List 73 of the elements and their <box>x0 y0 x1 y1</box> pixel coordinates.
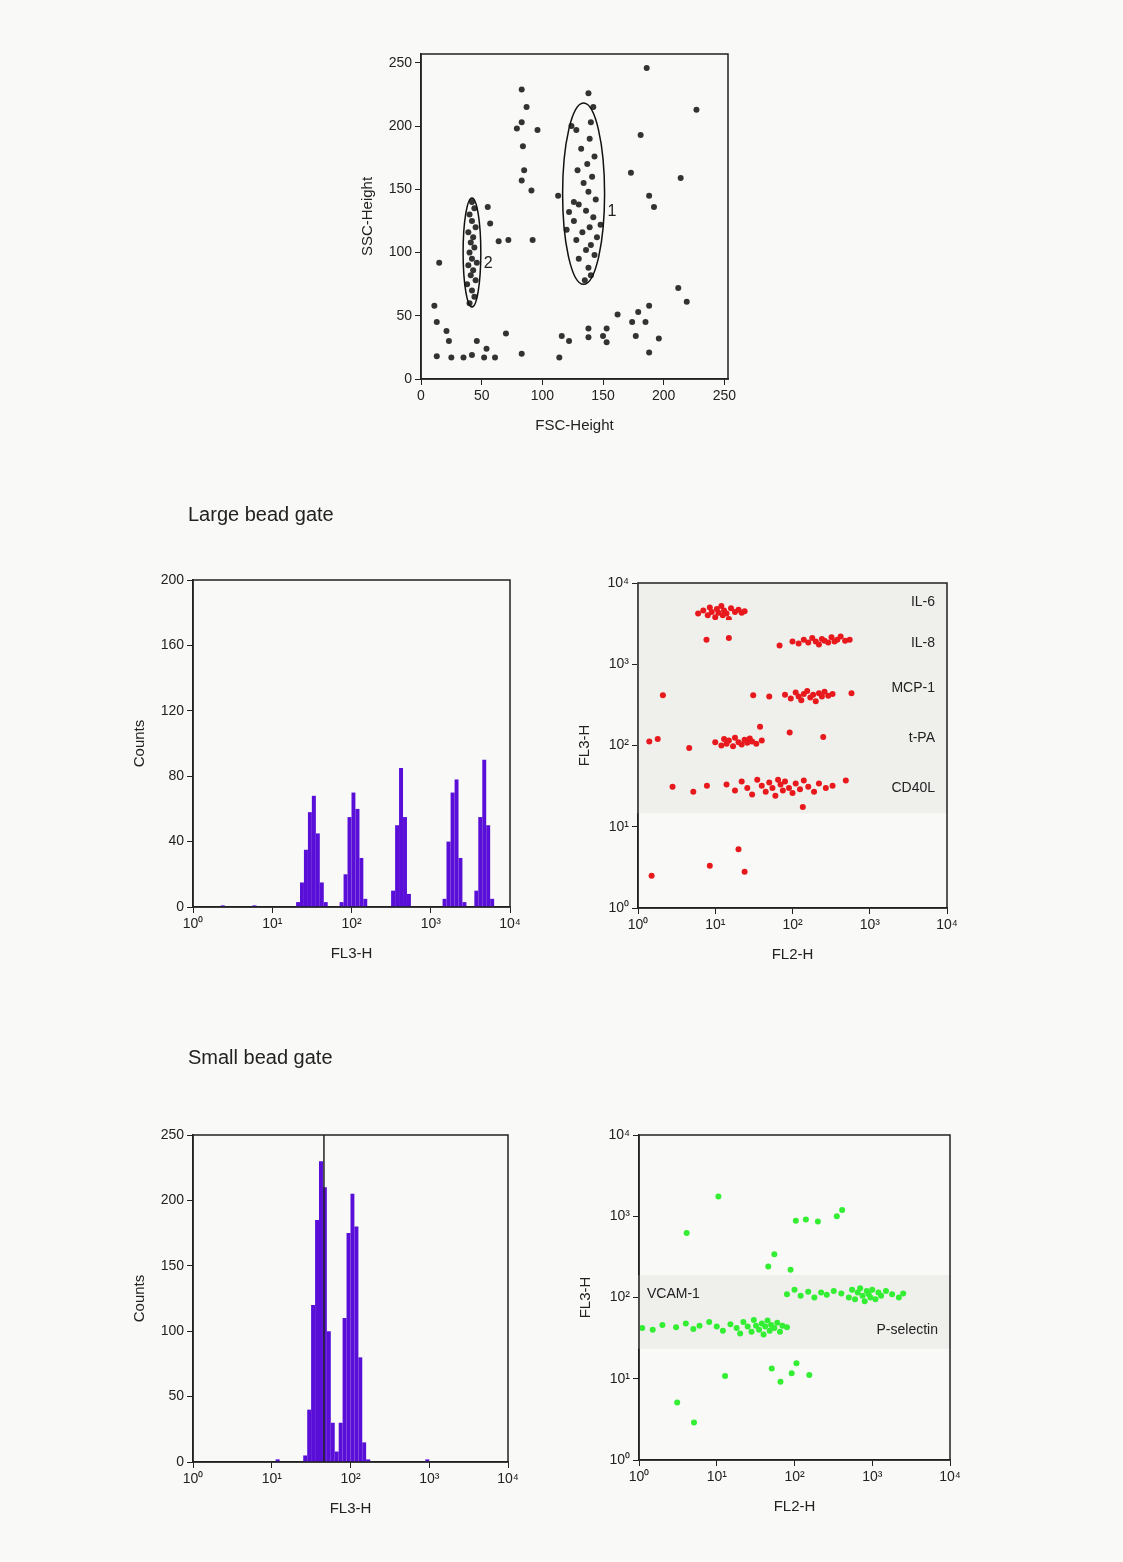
band-label: IL-8 <box>910 633 936 650</box>
y-axis-title: FL3-H <box>575 724 593 767</box>
y-tick-label: 0 <box>176 1452 185 1469</box>
chart-title: Small bead gate <box>188 1045 333 1069</box>
y-tick-label: 10³ <box>608 655 630 672</box>
x-tick-label: 10⁴ <box>936 916 958 933</box>
x-tick-label: 150 <box>591 387 615 404</box>
series-label: 1 <box>607 202 617 220</box>
x-tick-label: 10⁰ <box>627 916 649 933</box>
x-tick-label: 10¹ <box>706 1468 728 1485</box>
x-tick-label: 10¹ <box>262 915 283 932</box>
x-tick-label: 10³ <box>859 916 881 933</box>
y-tick-label: 10¹ <box>608 817 630 834</box>
y-tick-label: 10² <box>608 736 630 753</box>
y-tick-label: 40 <box>168 832 185 849</box>
x-tick-label: 10¹ <box>261 1470 283 1487</box>
y-tick-label: 80 <box>168 767 185 784</box>
y-tick-label: 50 <box>168 1387 185 1404</box>
x-tick-label: 10⁴ <box>499 915 521 932</box>
x-tick-label: 10⁴ <box>939 1468 961 1485</box>
series-label: 2 <box>483 253 493 271</box>
y-tick-label: 100 <box>388 243 413 260</box>
y-tick-label: 160 <box>160 636 185 653</box>
x-axis-title: FL3-H <box>330 944 373 962</box>
y-tick-label: 10⁰ <box>608 898 629 915</box>
y-axis-title: Counts <box>130 719 148 768</box>
band-label: P-selectin <box>876 1321 938 1338</box>
band-label: VCAM-1 <box>647 1285 701 1302</box>
band-label: t-PA <box>908 729 936 746</box>
y-tick-label: 0 <box>404 369 413 386</box>
y-tick-label: 200 <box>160 570 185 587</box>
x-axis-title: FL2-H <box>773 1497 816 1515</box>
x-tick-label: 0 <box>417 387 426 404</box>
x-axis-title: FSC-Height <box>535 416 615 434</box>
y-tick-label: 10² <box>609 1288 631 1305</box>
x-axis-title: FL2-H <box>771 945 814 963</box>
y-tick-label: 150 <box>160 1256 185 1273</box>
y-tick-label: 10⁰ <box>609 1450 630 1467</box>
y-tick-label: 200 <box>160 1191 185 1208</box>
y-tick-label: 10⁴ <box>608 1125 630 1142</box>
x-tick-label: 10³ <box>419 1470 440 1487</box>
y-tick-label: 100 <box>160 1322 185 1339</box>
band-label: IL-6 <box>910 592 936 609</box>
y-tick-label: 200 <box>388 116 413 133</box>
x-tick-label: 10⁰ <box>628 1468 650 1485</box>
y-axis-title: SSC-Height <box>358 176 376 257</box>
y-tick-label: 10¹ <box>609 1369 631 1386</box>
x-tick-label: 10² <box>340 1470 361 1487</box>
y-axis-title: FL3-H <box>576 1276 594 1319</box>
y-tick-label: 250 <box>160 1125 185 1142</box>
band-label: CD40L <box>891 779 936 796</box>
y-tick-label: 10³ <box>609 1207 631 1224</box>
x-tick-label: 10² <box>341 915 362 932</box>
x-tick-label: 50 <box>473 387 490 404</box>
y-tick-label: 10⁴ <box>607 573 629 590</box>
x-tick-label: 10⁴ <box>497 1470 519 1487</box>
x-tick-label: 10¹ <box>705 916 726 933</box>
y-axis-title: Counts <box>130 1274 148 1323</box>
x-axis-title: FL3-H <box>329 1499 372 1517</box>
chart-title: Large bead gate <box>188 502 334 526</box>
y-tick-label: 250 <box>388 53 413 70</box>
y-tick-label: 120 <box>160 701 185 718</box>
y-tick-label: 50 <box>396 306 413 323</box>
x-tick-label: 10³ <box>862 1468 883 1485</box>
x-tick-label: 10³ <box>420 915 442 932</box>
band-label: MCP-1 <box>891 678 936 695</box>
x-tick-label: 10² <box>782 916 803 933</box>
x-tick-label: 250 <box>712 387 737 404</box>
x-tick-label: 10² <box>784 1468 805 1485</box>
x-tick-label: 200 <box>652 387 676 404</box>
x-tick-label: 100 <box>530 387 555 404</box>
y-tick-label: 0 <box>176 897 185 914</box>
y-tick-label: 150 <box>388 180 413 197</box>
